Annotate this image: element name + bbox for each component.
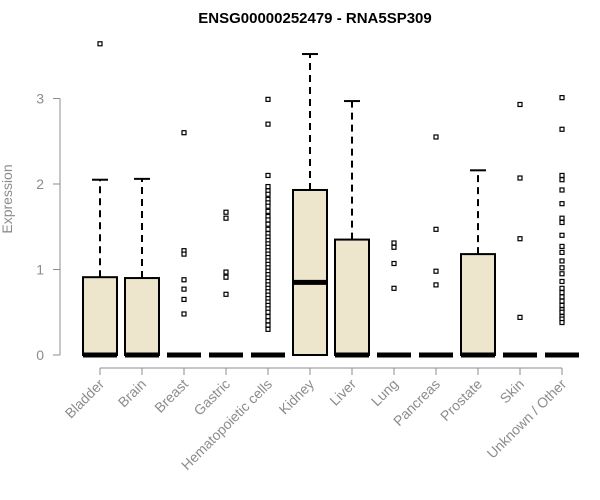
outlier-point <box>559 201 565 207</box>
outlier-point <box>559 319 565 326</box>
outlier-point <box>181 311 187 317</box>
outlier-point <box>559 285 565 291</box>
outlier-point <box>391 260 397 267</box>
outlier-point <box>265 183 271 190</box>
x-tick-label: Skin <box>497 376 528 407</box>
outlier-point <box>559 172 565 179</box>
outlier-point <box>559 309 565 315</box>
outlier-point <box>559 187 565 193</box>
y-tick-label: 1 <box>36 262 44 278</box>
outlier-point <box>265 208 271 214</box>
box-breast <box>167 130 201 358</box>
box-gastric <box>209 209 243 358</box>
outlier-point <box>559 294 565 300</box>
outlier-point <box>559 243 565 250</box>
outlier-point <box>223 291 229 297</box>
x-tick-label: Unknown / Other <box>484 376 570 462</box>
outlier-point <box>265 221 271 227</box>
outlier-point <box>391 240 397 246</box>
box-iqr <box>124 277 160 356</box>
chart-title: ENSG00000252479 - RNA5SP309 <box>198 10 431 27</box>
outlier-point <box>181 296 187 303</box>
x-tick-label: Breast <box>151 376 191 416</box>
outlier-point <box>559 249 565 255</box>
outlier-point <box>265 217 271 223</box>
outlier-point <box>391 285 397 291</box>
outlier-point <box>517 175 523 181</box>
outlier-point <box>265 326 271 332</box>
outlier-point <box>559 215 565 221</box>
outlier-point <box>181 130 187 136</box>
y-tick-label: 2 <box>36 176 44 192</box>
outlier-point <box>265 191 271 197</box>
outlier-point <box>433 226 439 232</box>
box-unknown-other <box>545 95 579 358</box>
outlier-point <box>559 232 565 238</box>
outlier-point <box>181 277 187 283</box>
box-prostate <box>460 169 496 358</box>
outlier-point <box>433 282 439 288</box>
box-iqr <box>460 253 496 356</box>
box-skin <box>503 101 537 358</box>
outlier-point <box>559 265 565 271</box>
outlier-point <box>559 219 565 226</box>
outlier-point <box>265 309 271 315</box>
y-axis: 0 1 2 3 <box>36 91 61 363</box>
x-tick-label: Bladder <box>62 376 108 422</box>
outlier-point <box>559 302 565 309</box>
outlier-point <box>265 121 271 127</box>
outlier-point <box>223 209 229 215</box>
outlier-point <box>433 134 439 140</box>
box-brain <box>124 177 160 358</box>
y-tick-label: 0 <box>36 347 44 363</box>
outlier-point <box>265 318 271 324</box>
x-tick-label: Kidney <box>276 376 318 418</box>
outlier-point <box>223 215 229 221</box>
x-tick-label: Lung <box>368 376 401 409</box>
outlier-point <box>223 269 229 275</box>
outlier-point <box>265 226 271 232</box>
outlier-point <box>223 274 229 280</box>
box-series <box>82 41 579 358</box>
outlier-point <box>265 322 271 328</box>
outlier-point <box>559 95 565 101</box>
box-kidney <box>292 53 328 356</box>
outlier-point <box>559 278 565 285</box>
outlier-point <box>265 313 271 320</box>
outlier-point <box>559 271 565 277</box>
box-iqr <box>334 238 370 356</box>
box-lung <box>377 240 411 358</box>
outlier-point <box>265 96 271 102</box>
outlier-point <box>517 314 523 320</box>
outlier-point <box>559 298 565 304</box>
box-bladder <box>82 41 118 358</box>
outlier-point <box>559 258 565 264</box>
box-iqr <box>292 188 328 356</box>
outlier-point <box>391 244 397 250</box>
outlier-point <box>265 172 271 179</box>
x-tick-label: Prostate <box>437 376 485 424</box>
outlier-point <box>181 251 187 257</box>
outlier-point <box>517 236 523 242</box>
box-pancreas <box>419 134 453 358</box>
outlier-point <box>517 101 523 108</box>
outlier-point <box>559 177 565 183</box>
box-iqr <box>82 276 118 357</box>
outlier-point <box>97 41 103 47</box>
y-tick-label: 3 <box>36 91 44 107</box>
outlier-point <box>559 289 565 296</box>
outlier-point <box>181 286 187 292</box>
outlier-point <box>559 126 565 132</box>
outlier-point <box>433 268 439 274</box>
x-tick-label: Pancreas <box>390 376 443 429</box>
box-hematopoietic-cells <box>251 96 285 358</box>
x-tick-label: Liver <box>326 376 359 409</box>
box-liver <box>334 100 370 358</box>
outlier-point <box>265 203 271 209</box>
x-tick-label: Brain <box>115 376 149 410</box>
y-axis-label: Expression <box>0 164 15 233</box>
